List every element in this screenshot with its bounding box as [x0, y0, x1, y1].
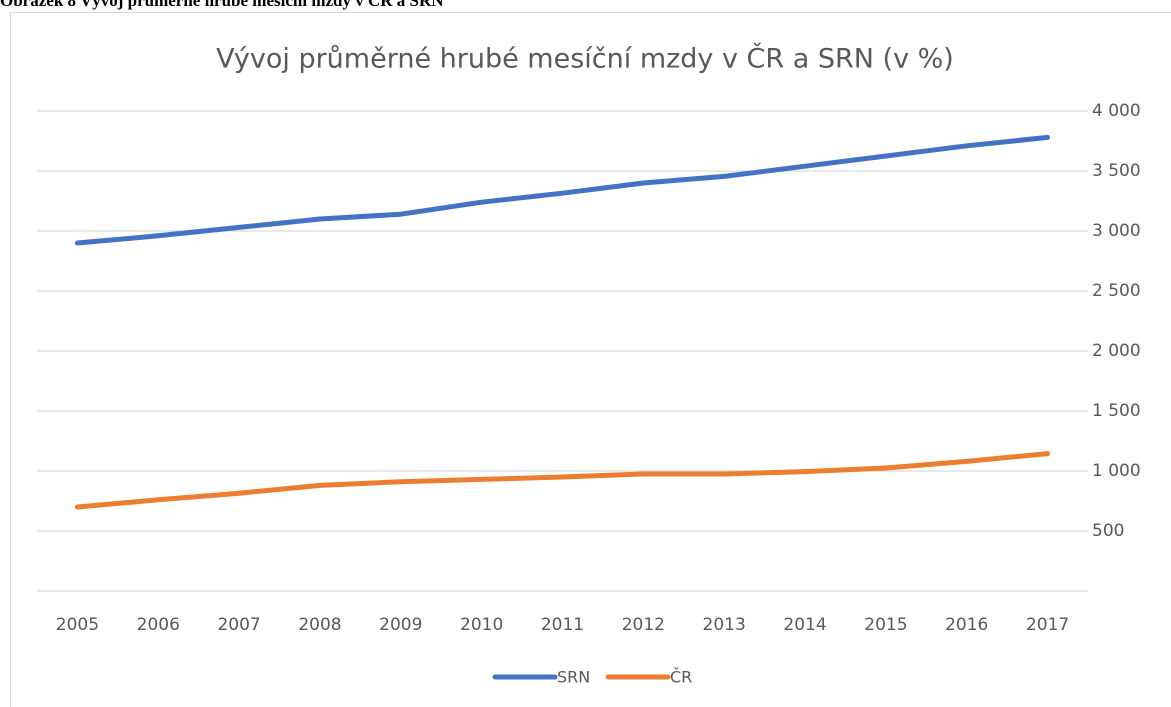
x-tick-label: 2013 [703, 615, 746, 635]
legend-label: SRN [557, 668, 590, 687]
x-tick-label: 2010 [460, 615, 503, 635]
x-tick-label: 2014 [783, 615, 826, 635]
y-tick-label: 2 500 [1092, 281, 1141, 301]
caption: Obrázek 8 Vývoj průměrné hrubé mesíční m… [0, 0, 444, 10]
x-tick-label: 2016 [945, 615, 988, 635]
series-line [74, 451, 1051, 510]
x-tick-label: 2007 [217, 615, 260, 635]
x-tick-label: 2009 [379, 615, 422, 635]
y-tick-label: 2 000 [1092, 341, 1141, 361]
y-tick-label: 1 500 [1092, 401, 1141, 421]
legend-label: ČR [670, 668, 692, 687]
chart-title: Vývoj průměrné hrubé mesíční mzdy v ČR a… [216, 43, 954, 75]
y-tick-label: 3 000 [1092, 221, 1141, 241]
x-tick-label: 2015 [864, 615, 907, 635]
y-tick-label: 500 [1092, 521, 1124, 541]
y-tick-label: 1 000 [1092, 461, 1141, 481]
series-line [74, 134, 1051, 246]
y-tick-label: 4 000 [1092, 101, 1141, 121]
y-tick-label: 3 500 [1092, 161, 1141, 181]
x-tick-label: 2008 [298, 615, 341, 635]
x-tick-label: 2006 [137, 615, 180, 635]
x-tick-label: 2005 [56, 615, 99, 635]
x-tick-label: 2017 [1026, 615, 1069, 635]
x-tick-label: 2011 [541, 615, 584, 635]
chart-frame [10, 12, 1171, 707]
x-tick-label: 2012 [622, 615, 665, 635]
